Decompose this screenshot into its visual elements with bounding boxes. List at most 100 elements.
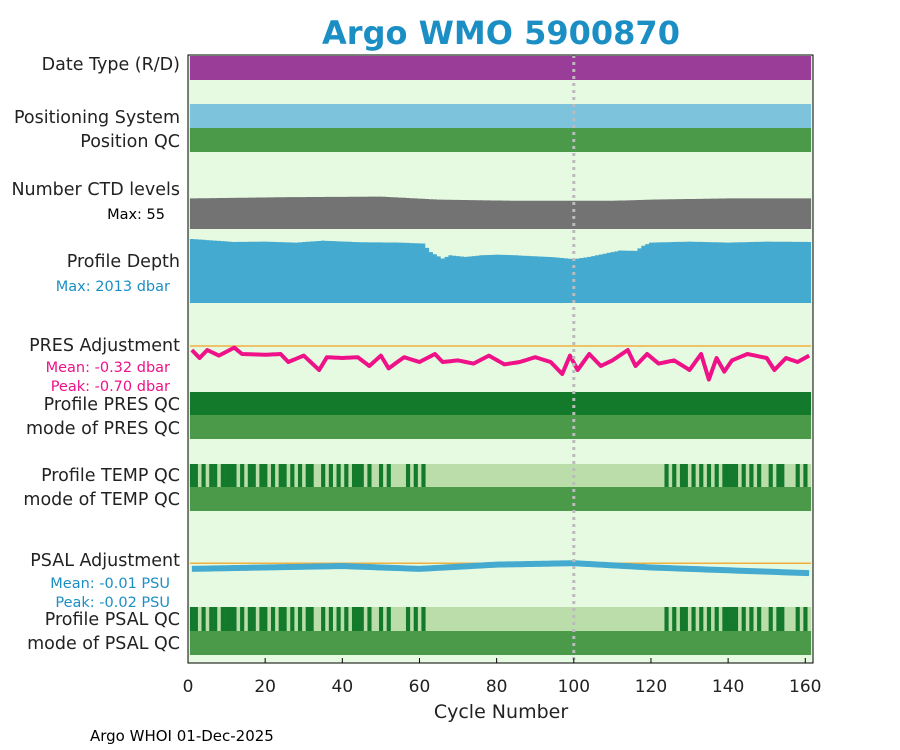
profile-psal-qc-mark bbox=[386, 607, 391, 631]
profile-psal-qc-mark bbox=[768, 607, 773, 631]
profile-psal-qc-mark bbox=[232, 607, 237, 631]
profile-psal-qc-mark bbox=[714, 607, 719, 631]
profile-psal-qc-mark bbox=[297, 607, 303, 631]
profile-temp-qc-mark bbox=[193, 464, 198, 487]
x-tick-label: 80 bbox=[486, 677, 508, 697]
profile-psal-qc-mark bbox=[795, 607, 800, 631]
profile-psal-qc-mark bbox=[664, 607, 669, 631]
profile-temp-qc-mark bbox=[355, 464, 360, 487]
label-ctd-levels: Number CTD levels bbox=[11, 180, 180, 200]
profile-psal-qc-mark bbox=[228, 607, 233, 631]
pres-peak-label: Peak: -0.70 dbar bbox=[51, 379, 170, 395]
profile-temp-qc-mark bbox=[282, 464, 287, 487]
profile-psal-qc-mark bbox=[193, 607, 198, 631]
footer-text: Argo WHOI 01-Dec-2025 bbox=[90, 727, 274, 745]
profile-temp-qc-mark bbox=[290, 464, 295, 487]
chart-title: Argo WMO 5900870 bbox=[322, 14, 680, 52]
profile-temp-qc-mark bbox=[189, 464, 195, 487]
profile-psal-qc-mark bbox=[405, 607, 411, 631]
label-mode-psal-qc: mode of PSAL QC bbox=[27, 634, 180, 654]
profile-psal-qc-mark bbox=[733, 607, 739, 631]
label-mode-temp-qc: mode of TEMP QC bbox=[23, 490, 180, 510]
profile-psal-qc-mark bbox=[309, 607, 314, 631]
profile-psal-qc-mark bbox=[359, 607, 364, 631]
profile-psal-qc-mark bbox=[189, 607, 195, 631]
pres-adjustment-line bbox=[190, 345, 811, 382]
profile-temp-qc-mark bbox=[359, 464, 364, 487]
mode-psal-qc-band bbox=[189, 631, 812, 655]
profile-temp-qc-mark bbox=[270, 464, 276, 487]
profile-temp-qc-mark bbox=[741, 464, 746, 487]
profile-temp-qc-mark bbox=[706, 464, 712, 487]
x-tick-label: 40 bbox=[332, 677, 354, 697]
profile-temp-qc-mark bbox=[344, 464, 349, 487]
profile-psal-qc-mark bbox=[290, 607, 295, 631]
profile-psal-qc-mark bbox=[679, 607, 685, 631]
profile-temp-qc-mark bbox=[209, 464, 214, 487]
profile-temp-qc-mark bbox=[683, 464, 688, 487]
psal-mean-label: Mean: -0.01 PSU bbox=[50, 576, 170, 592]
profile-psal-qc-mark bbox=[328, 607, 333, 631]
x-tick-label: 60 bbox=[409, 677, 431, 697]
profile-psal-qc-mark bbox=[270, 607, 276, 631]
label-position-qc: Position QC bbox=[80, 132, 180, 152]
profile-temp-qc-mark bbox=[386, 464, 391, 487]
profile-psal-qc-mark bbox=[741, 607, 746, 631]
profile-temp-qc-mark bbox=[730, 464, 735, 487]
profile-psal-qc-mark bbox=[224, 607, 229, 631]
x-axis-label: Cycle Number bbox=[434, 701, 568, 723]
profile-psal-qc-mark bbox=[201, 607, 206, 631]
profile-temp-qc-mark bbox=[726, 464, 731, 487]
label-psal-adjustment: PSAL Adjustment bbox=[30, 551, 180, 571]
profile-temp-qc-mark bbox=[714, 464, 719, 487]
profile-depth-area bbox=[189, 239, 812, 303]
profile-psal-qc-mark bbox=[263, 607, 268, 631]
profile-psal-qc-mark bbox=[278, 607, 283, 631]
profile-psal-qc-mark bbox=[421, 607, 426, 631]
mode-pres-qc-band bbox=[189, 415, 812, 439]
profile-temp-qc-mark bbox=[691, 464, 696, 487]
profile-temp-qc-mark bbox=[699, 464, 704, 487]
profile-temp-qc-mark bbox=[776, 464, 781, 487]
profile-psal-qc-mark bbox=[378, 607, 384, 631]
psal-adjustment-line bbox=[191, 560, 810, 577]
profile-psal-qc-mark bbox=[699, 607, 704, 631]
label-mode-pres-qc: mode of PRES QC bbox=[26, 419, 180, 439]
profile-psal-qc-mark bbox=[251, 607, 256, 631]
profile-temp-qc-mark bbox=[297, 464, 303, 487]
profile-psal-qc-mark bbox=[321, 607, 326, 631]
label-pres-adjustment: PRES Adjustment bbox=[29, 336, 180, 356]
psal-peak-label: Peak: -0.02 PSU bbox=[55, 595, 170, 611]
profile-temp-qc-mark bbox=[232, 464, 237, 487]
profile-psal-qc-mark bbox=[355, 607, 360, 631]
label-profile-depth: Profile Depth bbox=[67, 252, 180, 272]
profile-psal-qc-mark bbox=[730, 607, 735, 631]
profile-psal-qc-mark bbox=[240, 607, 245, 631]
x-tick-label: 20 bbox=[254, 677, 276, 697]
profile-psal-qc-mark bbox=[336, 607, 341, 631]
profile-temp-qc-mark bbox=[201, 464, 206, 487]
profile-psal-qc-mark bbox=[247, 607, 252, 631]
profile-temp-qc-mark bbox=[328, 464, 333, 487]
row-labels: Date Type (R/D) Positioning System Posit… bbox=[11, 55, 180, 654]
profile-temp-qc-mark bbox=[336, 464, 341, 487]
label-positioning-system: Positioning System bbox=[14, 108, 180, 128]
date-type-band bbox=[189, 56, 812, 80]
profile-psal-qc-mark bbox=[209, 607, 214, 631]
profile-psal-qc-mark bbox=[351, 607, 357, 631]
label-profile-temp-qc: Profile TEMP QC bbox=[41, 466, 180, 486]
profile-psal-qc-mark bbox=[672, 607, 677, 631]
profile-psal-qc-mark bbox=[757, 607, 762, 631]
x-tick-label: 140 bbox=[712, 677, 744, 697]
label-profile-pres-qc: Profile PRES QC bbox=[44, 395, 180, 415]
profile-psal-qc-mark bbox=[344, 607, 349, 631]
profile-temp-qc-mark bbox=[321, 464, 326, 487]
profile-temp-qc-mark bbox=[251, 464, 256, 487]
x-tick-label: 0 bbox=[183, 677, 194, 697]
profile-temp-qc-mark bbox=[228, 464, 233, 487]
profile-psal-qc-mark bbox=[213, 607, 218, 631]
profile-temp-qc-mark bbox=[780, 464, 785, 487]
profile-temp-qc-mark bbox=[378, 464, 384, 487]
profile-pres-qc-band bbox=[189, 392, 812, 415]
